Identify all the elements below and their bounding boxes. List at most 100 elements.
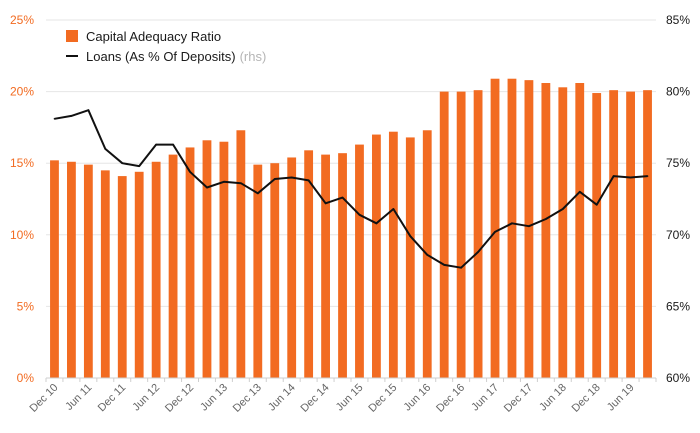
y-right-tick-label: 65%	[666, 299, 690, 313]
line-point	[53, 118, 56, 120]
line-point	[528, 225, 530, 228]
y-right-tick-label: 60%	[666, 371, 690, 385]
x-tick-label: Dec 10	[27, 382, 60, 415]
bar	[219, 141, 229, 378]
axes: 0% 60% 5% 65% 10% 70% 15% 75% 20% 80% 25% 85% Dec 10…	[10, 13, 690, 415]
bar	[490, 78, 500, 378]
bar	[304, 150, 314, 378]
bar	[151, 161, 161, 378]
y-right-tick-label: 70%	[666, 228, 690, 242]
bar-series	[50, 78, 652, 379]
line-point	[257, 192, 259, 195]
y-right-tick-label: 75%	[666, 156, 690, 170]
bar	[134, 171, 144, 378]
bar	[524, 80, 534, 379]
x-tick-label: Jun 14	[266, 382, 298, 414]
x-tick-label: Jun 18	[537, 382, 569, 414]
bar	[355, 144, 364, 378]
line-point	[155, 143, 157, 146]
bar	[100, 170, 110, 378]
line-loans-to-deposits	[54, 109, 648, 269]
line-point	[612, 175, 615, 177]
line-series	[53, 109, 649, 269]
bar	[456, 91, 466, 378]
bar	[609, 90, 619, 378]
x-tick-label: Dec 16	[434, 382, 467, 415]
x-tick-label: Dec 12	[163, 382, 196, 415]
bar	[287, 157, 297, 378]
bar	[541, 83, 551, 379]
x-tick-label: Dec 11	[96, 382, 129, 415]
line-point	[290, 176, 293, 179]
line-point	[172, 143, 174, 146]
line-point	[121, 162, 124, 164]
y-left-tick-label: 25%	[10, 13, 34, 27]
x-tick-label: Dec 18	[570, 382, 603, 415]
legend-label-loans: Loans (As % Of Deposits) (rhs)	[86, 49, 266, 64]
line-point	[223, 181, 225, 183]
bar	[507, 78, 517, 378]
y-left-tick-label: 0%	[17, 371, 35, 385]
line-point	[375, 222, 378, 225]
bar	[321, 154, 330, 378]
legend-label-loans-suffix: (rhs)	[240, 49, 267, 64]
bar	[338, 153, 347, 378]
bar	[50, 160, 59, 378]
y-left-tick-label: 10%	[10, 228, 34, 242]
bar	[202, 140, 212, 378]
x-tick-label: Dec 14	[299, 382, 332, 415]
x-tick-label: Jun 12	[130, 382, 162, 414]
line-point	[206, 186, 208, 189]
x-tick-label: Dec 15	[366, 382, 399, 415]
x-tick-label: Dec 17	[502, 382, 535, 415]
line-point	[307, 179, 310, 182]
y-left-tick-label: 5%	[17, 299, 35, 313]
bar	[643, 90, 652, 378]
y-left-tick-label: 15%	[10, 156, 34, 170]
line-point	[460, 266, 462, 269]
line-point	[595, 203, 598, 206]
y-right-tick-label: 85%	[666, 13, 690, 27]
line-point	[341, 196, 344, 199]
bar	[439, 91, 449, 378]
line-point	[273, 178, 276, 180]
line-point	[70, 115, 73, 117]
line-point	[578, 191, 581, 193]
bar	[236, 130, 246, 378]
line-point	[189, 170, 191, 173]
y-left-tick-label: 20%	[10, 85, 34, 99]
bar	[473, 90, 483, 378]
gridlines	[46, 19, 656, 307]
bar	[626, 91, 635, 378]
x-tick-label: Jun 17	[469, 382, 501, 414]
line-point	[646, 175, 649, 177]
line-point	[562, 208, 564, 210]
bar	[405, 137, 415, 378]
bar	[372, 134, 381, 378]
line-point	[477, 251, 479, 253]
line-point	[443, 264, 445, 266]
line-point	[629, 176, 632, 179]
bar	[575, 83, 585, 379]
line-point	[392, 208, 395, 210]
line-point	[494, 231, 496, 233]
line-point	[358, 213, 361, 216]
legend-label-loans-name: Loans (As % Of Deposits)	[86, 49, 236, 64]
y-right-tick-label: 80%	[666, 85, 690, 99]
line-point	[104, 148, 107, 150]
x-tick-label: Jun 19	[605, 382, 637, 414]
legend-label-capital-adequacy: Capital Adequacy Ratio	[86, 29, 221, 44]
bar	[168, 154, 178, 378]
line-point	[240, 182, 242, 185]
bar	[558, 87, 568, 378]
line-point	[426, 254, 429, 256]
bar	[388, 131, 398, 378]
line-point	[138, 165, 140, 167]
x-tick-label: Dec 13	[231, 382, 264, 415]
legend-swatch-capital-adequacy	[66, 30, 78, 42]
bar	[185, 147, 195, 378]
x-tick-label: Jun 15	[334, 382, 366, 414]
x-tick-label: Jun 11	[63, 382, 94, 413]
line-point	[511, 222, 513, 225]
